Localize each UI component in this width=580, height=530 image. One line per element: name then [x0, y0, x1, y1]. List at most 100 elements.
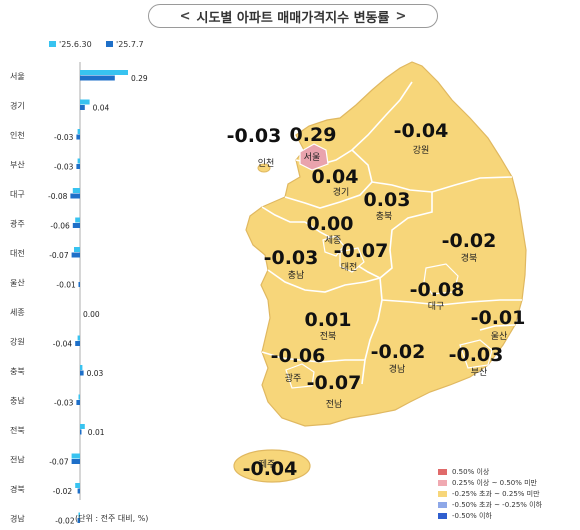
province-border — [381, 299, 522, 306]
bar-curr — [76, 164, 80, 169]
legend-label: -0.25% 초과 ~ 0.25% 미만 — [452, 489, 540, 498]
province-border — [267, 269, 381, 293]
bar-row: 충남 -0.03 — [10, 394, 80, 408]
bar-row: 부산 -0.03 — [10, 158, 80, 172]
unit-note: (단위 : 전주 대비, %) — [75, 514, 149, 523]
region-name: 서울 — [304, 152, 321, 163]
legend-label-curr: '25.7.7 — [116, 40, 144, 49]
region-value: 0.00 — [307, 213, 354, 235]
bar-row: 전북 0.01 — [10, 424, 105, 437]
map-shapes — [233, 61, 527, 483]
bar-prev — [77, 129, 80, 134]
region-name: 강원 — [413, 145, 430, 156]
region-name: 울산 — [491, 331, 508, 342]
bar-prev — [80, 365, 83, 370]
legend-swatch — [438, 490, 447, 497]
bar-curr — [70, 193, 80, 199]
legend-label: -0.50% 이하 — [452, 511, 492, 520]
data-label: 0.03 — [87, 369, 104, 378]
gwangju-shape — [285, 363, 315, 389]
sejong-shape — [322, 235, 345, 257]
chart-title-box: < 시도별 아파트 매매가격지수 변동률 > — [148, 4, 438, 28]
bar-row: 전남 -0.07 — [10, 453, 80, 467]
chart-legend: '25.6.30 '25.7.7 — [49, 40, 144, 49]
province-border — [379, 192, 433, 279]
data-label: -0.07 — [49, 458, 69, 467]
legend-item: -0.50% 이하 — [438, 510, 578, 521]
province-border — [261, 206, 305, 223]
region-name: 대구 — [428, 301, 445, 312]
bar-prev — [80, 70, 128, 75]
category-label: 경기 — [10, 101, 25, 111]
region-name: 경북 — [461, 252, 478, 264]
data-label: -0.06 — [50, 222, 70, 231]
bar-row: 경북 -0.02 — [10, 483, 80, 496]
region-value: -0.03 — [264, 247, 319, 269]
data-label: -0.01 — [56, 281, 76, 290]
data-label: -0.04 — [53, 340, 73, 349]
bar-curr — [80, 75, 115, 81]
bar-row: 인천 -0.03 — [10, 129, 80, 142]
bar-curr — [76, 134, 80, 140]
bar-curr — [78, 282, 80, 287]
region-label-group: -0.01 울산 — [471, 307, 526, 342]
bar-prev — [77, 335, 80, 341]
category-label: 부산 — [10, 160, 25, 170]
region-value: -0.01 — [471, 307, 526, 329]
chart-title: 시도별 아파트 매매가격지수 변동률 — [196, 10, 390, 26]
region-value: -0.03 — [227, 125, 282, 147]
region-name: 경남 — [389, 363, 406, 375]
daegu-shape — [423, 263, 459, 295]
region-label-group: -0.06 광주 — [271, 345, 326, 384]
bar-row: 울산 -0.01 — [10, 278, 80, 290]
region-name: 부산 — [471, 367, 488, 378]
bar-curr — [80, 429, 82, 435]
legend-item: 0.25% 이상 ~ 0.50% 미만 — [438, 477, 578, 488]
map-legend: 0.50% 이상 0.25% 이상 ~ 0.50% 미만 -0.25% 초과 ~ 0… — [438, 466, 578, 521]
region-value: -0.04 — [394, 120, 449, 142]
data-label: 0.01 — [88, 428, 105, 437]
bar-curr — [77, 488, 80, 494]
region-value: 0.04 — [312, 166, 359, 188]
data-label: -0.03 — [54, 399, 74, 408]
daejeon-shape — [339, 247, 365, 273]
region-name: 경기 — [333, 186, 350, 198]
bar-row: 대전 -0.07 — [10, 247, 80, 260]
region-label-group: -0.04 강원 — [394, 120, 449, 156]
category-label: 대구 — [10, 190, 25, 199]
region-name: 제주 — [259, 459, 276, 470]
category-label: 전북 — [10, 425, 25, 435]
data-label: 0.04 — [93, 104, 110, 113]
bar-row: 경기 0.04 — [10, 99, 110, 113]
chevron-left-icon: < — [179, 8, 191, 24]
category-label: 울산 — [10, 278, 25, 288]
bar-curr — [71, 459, 80, 464]
region-name: 인천 — [258, 158, 275, 169]
jeju-shape — [233, 449, 311, 483]
bar-prev — [77, 158, 80, 164]
region-value: 0.01 — [305, 309, 352, 331]
data-label: -0.02 — [55, 517, 75, 526]
bar-prev — [78, 394, 80, 400]
bar-row: 광주 -0.06 — [10, 217, 80, 231]
category-label: 세종 — [10, 308, 25, 317]
bar-row: 서울 0.29 — [10, 70, 148, 83]
bar-row: 세종 0.00 — [10, 308, 100, 319]
bar-curr — [80, 105, 85, 110]
region-value: -0.07 — [307, 372, 362, 394]
legend-item: -0.50% 초과 ~ -0.25% 이하 — [438, 499, 578, 510]
bar-row: 대구 -0.08 — [10, 188, 80, 201]
seoul-shape — [299, 143, 329, 171]
legend-label-prev: '25.6.30 — [59, 40, 92, 49]
bar-prev — [75, 483, 80, 488]
region-value: -0.03 — [449, 344, 504, 366]
region-value: -0.06 — [271, 345, 326, 367]
region-name: 대전 — [341, 262, 358, 273]
bar-curr — [75, 341, 80, 346]
